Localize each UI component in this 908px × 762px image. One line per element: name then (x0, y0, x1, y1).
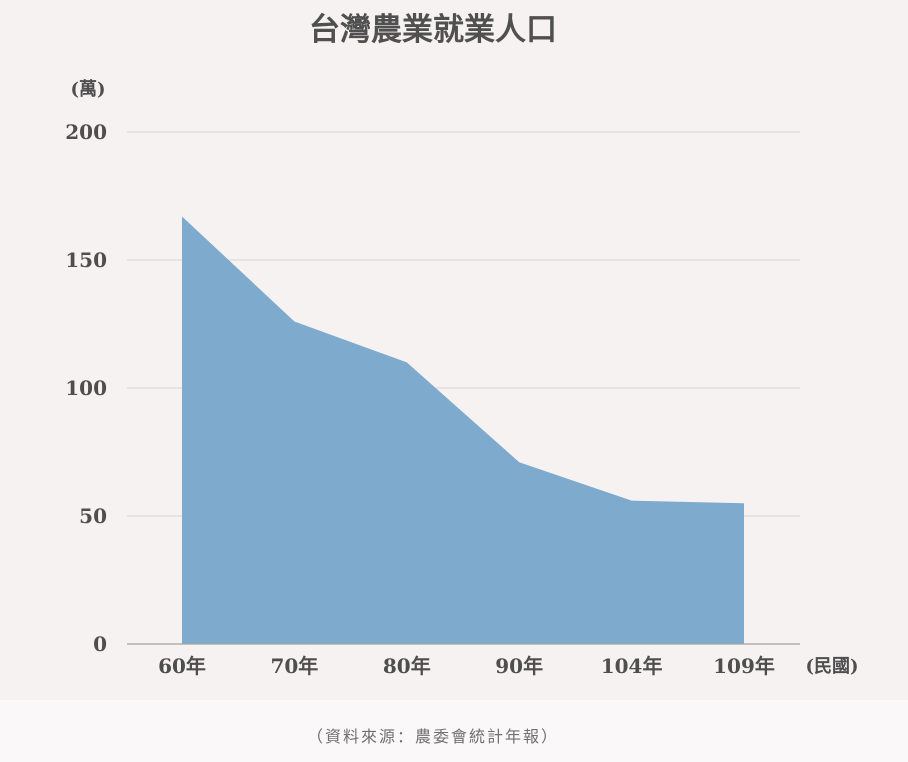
y-tick-label: 100 (65, 376, 107, 400)
area-fill (182, 216, 744, 645)
footer-band (0, 700, 908, 762)
x-tick-label: 70年 (270, 654, 318, 678)
y-tick-label: 200 (65, 120, 107, 144)
y-tick-label: 50 (79, 504, 107, 528)
x-tick-label: 109年 (713, 654, 775, 678)
source-note: （資料來源：農委會統計年報） (307, 727, 559, 746)
x-tick-label: 90年 (495, 654, 543, 678)
x-tick-label: 104年 (601, 654, 663, 678)
area-series (182, 216, 744, 645)
x-tick-label: 80年 (383, 654, 431, 678)
x-tick-label: 60年 (158, 654, 206, 678)
x-axis-unit-label: (民國) (805, 656, 858, 677)
x-axis-ticks: 60年 70年 80年 90年 104年 109年 (158, 654, 775, 678)
chart-title: 台灣農業就業人口 (309, 12, 557, 48)
y-tick-label: 0 (93, 632, 107, 656)
y-axis-unit-label: (萬) (70, 79, 105, 100)
y-axis-ticks: 0 50 100 150 200 (65, 120, 107, 656)
y-tick-label: 150 (65, 248, 107, 272)
